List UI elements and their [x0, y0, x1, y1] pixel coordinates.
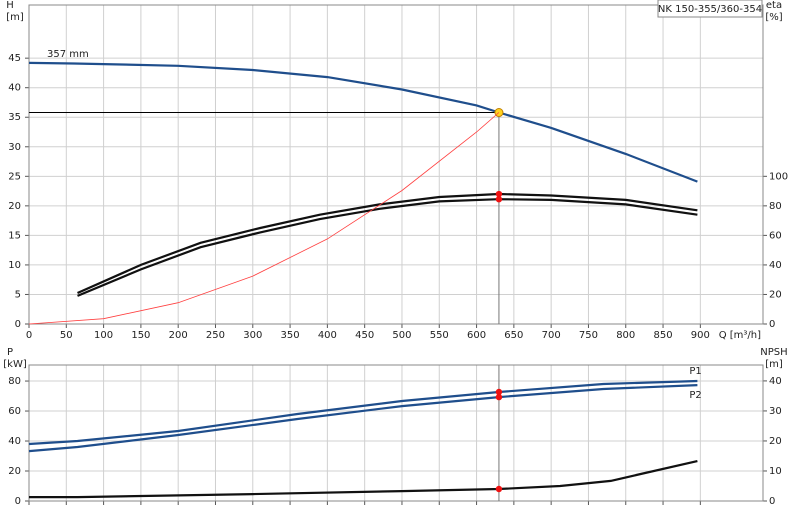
y-tick-label: 80 — [8, 376, 21, 387]
y-tick-label: 30 — [8, 142, 21, 153]
y-tick-label: 5 — [15, 289, 21, 300]
y2-tick-label: 0 — [769, 496, 775, 507]
y2-tick-label: 40 — [769, 260, 782, 271]
y-tick-label: 20 — [8, 466, 21, 477]
x-tick-label: 800 — [616, 330, 635, 341]
y2-tick-label: 100 — [769, 171, 788, 182]
x-tick-label: 450 — [355, 330, 374, 341]
x-axis-label: Q [m³/h] — [719, 330, 761, 341]
y2-tick-label: 10 — [769, 466, 782, 477]
y2-tick-label: 60 — [769, 230, 782, 241]
y-tick-label: 15 — [8, 230, 21, 241]
x-tick-label: 0 — [26, 330, 32, 341]
series-line — [28, 379, 698, 446]
tag: NK 150-355/360-354 — [658, 4, 762, 15]
y2-tick-label: 30 — [769, 406, 782, 417]
x-tick-label: 250 — [206, 330, 225, 341]
y-tick-label: 35 — [8, 112, 21, 123]
x-tick-label: 150 — [131, 330, 150, 341]
y2-tick-label: 20 — [769, 289, 782, 300]
series-line — [77, 192, 698, 295]
y-tick-label: 40 — [8, 83, 21, 94]
series-line — [28, 61, 698, 183]
series-label: P1 — [689, 366, 701, 377]
x-tick-label: 500 — [392, 330, 411, 341]
plot-frame — [28, 4, 764, 325]
series-line — [28, 384, 698, 453]
x-tick-label: 350 — [281, 330, 300, 341]
duty-dot — [495, 190, 503, 198]
y2-tick-label: 80 — [769, 201, 782, 212]
series-label: 357 mm — [47, 49, 89, 60]
x-tick-label: 100 — [94, 330, 113, 341]
series-line — [77, 198, 698, 297]
y-tick-label: 25 — [8, 171, 21, 182]
x-tick-label: 50 — [60, 330, 73, 341]
y-axis-label: [kW] — [3, 359, 27, 370]
series-line — [28, 112, 500, 325]
y-tick-label: 10 — [8, 260, 21, 271]
x-tick-label: 550 — [430, 330, 449, 341]
y-axis-label: [m] — [6, 12, 24, 23]
y-tick-label: 40 — [8, 436, 21, 447]
x-tick-label: 400 — [318, 330, 337, 341]
y2-axis-label: [m] — [765, 359, 783, 370]
duty-dot — [495, 388, 503, 396]
x-tick-label: 750 — [579, 330, 598, 341]
y2-tick-label: 20 — [769, 436, 782, 447]
y2-axis-label: [%] — [765, 12, 782, 23]
x-tick-label: 850 — [653, 330, 672, 341]
series-label: P2 — [689, 390, 701, 401]
y-tick-label: 20 — [8, 201, 21, 212]
y2-tick-label: 40 — [769, 376, 782, 387]
x-tick-label: 200 — [169, 330, 188, 341]
series-line — [29, 460, 698, 499]
x-tick-label: 300 — [243, 330, 262, 341]
y-tick-label: 45 — [8, 53, 21, 64]
y-tick-label: 60 — [8, 406, 21, 417]
y2-tick-label: 0 — [769, 319, 775, 330]
plot-frame — [28, 364, 764, 502]
y2-axis-label: eta — [766, 0, 782, 11]
y-tick-label: 0 — [15, 496, 21, 507]
duty-dot — [495, 196, 503, 203]
y-axis-label: P — [7, 347, 13, 358]
duty-dot — [495, 393, 503, 401]
y-axis-label: H — [6, 0, 14, 11]
duty-dot — [495, 485, 503, 493]
y2-axis-label: NPSH — [760, 347, 787, 358]
x-tick-label: 700 — [542, 330, 561, 341]
y-tick-label: 0 — [15, 319, 21, 330]
x-tick-label: 600 — [467, 330, 486, 341]
x-tick-label: 650 — [504, 330, 523, 341]
tag-box — [657, 0, 763, 18]
x-tick-label: 900 — [691, 330, 710, 341]
